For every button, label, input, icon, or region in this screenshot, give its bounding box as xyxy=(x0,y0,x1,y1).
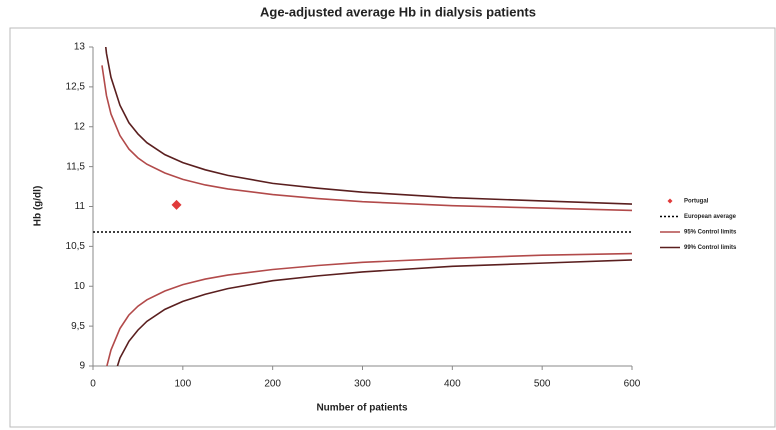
y-tick-label: 12,5 xyxy=(66,82,86,93)
y-axis-label: Hb (g/dl) xyxy=(33,186,44,227)
y-tick-label: 13 xyxy=(74,42,86,53)
y-tick-label: 12 xyxy=(74,121,86,132)
data-point xyxy=(171,199,182,210)
y-tick-label: 10,5 xyxy=(66,241,86,252)
x-tick-label: 500 xyxy=(534,379,551,390)
y-tick-label: 9,5 xyxy=(71,321,85,332)
x-axis-label: Number of patients xyxy=(316,403,408,414)
legend-label: 95% Control limits xyxy=(684,230,737,236)
y-tick-label: 11,5 xyxy=(66,161,85,172)
upper-control-limit xyxy=(101,65,632,212)
legend-marker xyxy=(667,198,673,204)
x-tick-label: 0 xyxy=(90,379,96,390)
legend-label: European average xyxy=(684,214,737,220)
x-tick-label: 300 xyxy=(354,379,371,390)
legend-label: 99% Control limits xyxy=(684,245,737,251)
chart-frame xyxy=(9,27,776,428)
x-tick-label: 200 xyxy=(264,379,281,390)
chart-title: Age-adjusted average Hb in dialysis pati… xyxy=(260,4,536,19)
x-tick-label: 100 xyxy=(174,379,191,390)
upper-control-limit xyxy=(104,47,632,205)
lower-control-limit xyxy=(116,259,632,366)
x-tick-label: 600 xyxy=(624,379,641,390)
y-tick-label: 11 xyxy=(75,201,86,212)
legend-label: Portugal xyxy=(684,199,709,205)
y-tick-label: 9 xyxy=(79,361,85,372)
plot-area xyxy=(93,47,632,366)
y-tick-label: 10 xyxy=(74,281,86,292)
lower-control-limit xyxy=(106,252,632,366)
x-tick-label: 400 xyxy=(444,379,461,390)
